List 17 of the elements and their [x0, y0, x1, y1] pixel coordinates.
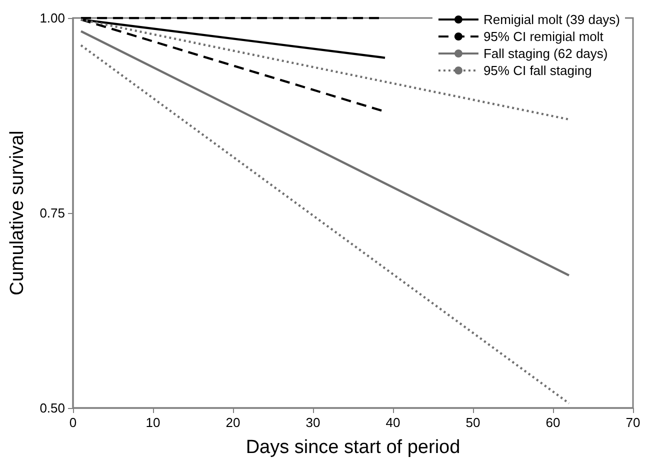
- x-tick-label: 40: [386, 415, 400, 430]
- x-tick-label: 70: [626, 415, 640, 430]
- x-tick-label: 10: [146, 415, 160, 430]
- legend-label: Fall staging (62 days): [483, 46, 608, 61]
- x-tick-label: 0: [69, 415, 77, 430]
- y-tick-label: 1.00: [40, 10, 65, 26]
- legend-label: Remigial molt (39 days): [483, 12, 620, 27]
- x-tick-label: 50: [466, 415, 480, 430]
- y-tick-label: 0.50: [40, 400, 65, 416]
- y-axis-title: Cumulative survival: [7, 130, 28, 296]
- legend-label: 95% CI remigial molt: [483, 29, 604, 44]
- x-tick-label: 30: [306, 415, 320, 430]
- y-tick-label: 0.75: [40, 206, 65, 220]
- x-axis-title: Days since start of period: [246, 437, 460, 458]
- x-tick-label: 20: [226, 415, 240, 430]
- x-tick-label: 60: [546, 415, 560, 430]
- legend-label: 95% CI fall staging: [483, 63, 592, 78]
